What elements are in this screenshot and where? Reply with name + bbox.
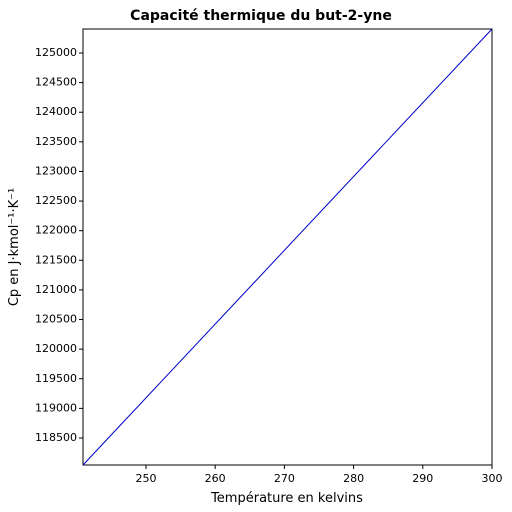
chart-title: Capacité thermique du but-2-yne [130, 8, 392, 24]
y-tick-label: 118500 [35, 431, 77, 444]
y-tick-label: 122500 [35, 194, 77, 207]
x-tick-label: 280 [343, 472, 364, 485]
y-tick-label: 122000 [35, 224, 77, 237]
x-tick-label: 260 [205, 472, 226, 485]
y-axis-label: Cp en J·kmol⁻¹·K⁻¹ [7, 188, 22, 306]
y-tick-label: 119500 [35, 372, 77, 385]
y-tick-label: 123000 [35, 164, 77, 177]
x-axis-label: Température en kelvins [210, 491, 363, 506]
x-tick-label: 270 [274, 472, 295, 485]
y-tick-label: 120000 [35, 342, 77, 355]
y-tick-label: 121000 [35, 283, 77, 296]
y-tick-label: 121500 [35, 253, 77, 266]
y-tick-label: 124500 [35, 76, 77, 89]
data-line [82, 28, 493, 466]
x-tick-label: 250 [135, 472, 156, 485]
x-tick-label: 290 [412, 472, 433, 485]
y-tick-label: 119000 [35, 401, 77, 414]
y-tick-label: 124000 [35, 105, 77, 118]
y-tick-label: 123500 [35, 135, 77, 148]
y-tick-label: 125000 [35, 46, 77, 59]
y-tick-label: 120500 [35, 313, 77, 326]
x-tick-label: 300 [482, 472, 503, 485]
plot-frame [82, 28, 493, 466]
